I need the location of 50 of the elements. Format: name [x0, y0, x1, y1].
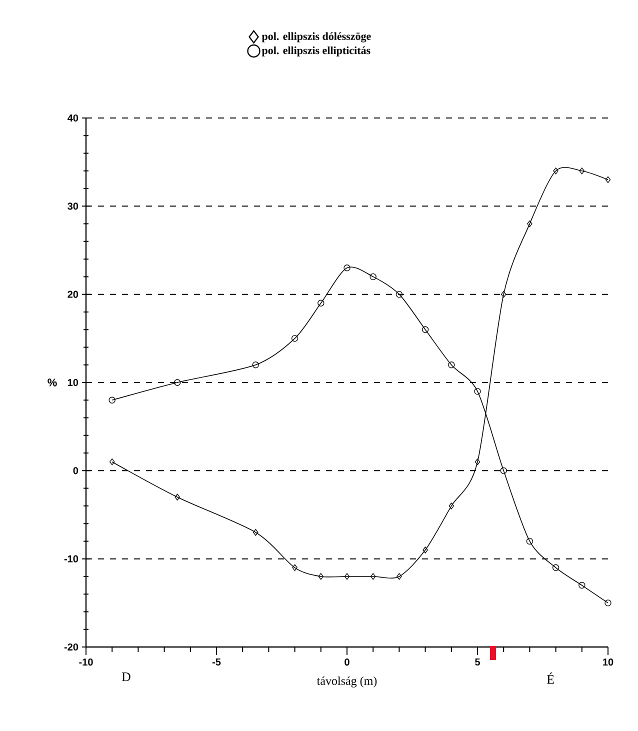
- y-tick-label: 30: [68, 202, 78, 210]
- point: [370, 273, 376, 280]
- y-tick-label: 40: [68, 114, 78, 122]
- point: [553, 168, 558, 174]
- y-axis-title: %: [48, 378, 57, 386]
- text: É: [546, 672, 554, 684]
- y-tick-label: -20: [64, 643, 78, 651]
- point: [291, 335, 298, 342]
- x-tick-label: -5: [212, 658, 221, 666]
- point: [396, 290, 403, 298]
- y-tick-label: 20: [68, 290, 78, 298]
- y-tick-label: -10: [64, 555, 78, 562]
- point: [110, 458, 115, 466]
- point: [252, 362, 259, 368]
- point: [370, 573, 376, 580]
- point: [292, 564, 298, 571]
- x-tick-label: -10: [79, 658, 93, 666]
- point: [501, 290, 506, 298]
- point: [253, 529, 258, 536]
- point: [579, 168, 584, 174]
- point: [578, 582, 586, 589]
- x-axis-title: távolság (m): [316, 676, 377, 688]
- point: [318, 573, 324, 580]
- point: [344, 264, 350, 272]
- point: [604, 600, 612, 606]
- x-tick-label: 10: [603, 658, 614, 666]
- y-tick-label: 0: [73, 467, 78, 474]
- point: [474, 458, 480, 466]
- x-tick-label: 5: [475, 658, 480, 666]
- text: D: [122, 672, 130, 682]
- point: [174, 494, 180, 500]
- y-tick-label: 10: [68, 378, 78, 386]
- point: [108, 396, 116, 404]
- point: [500, 467, 507, 474]
- point: [448, 362, 455, 368]
- legend-label: pol. ellipszis ellipticitás: [262, 46, 370, 56]
- point: [527, 220, 532, 228]
- point: [318, 300, 324, 306]
- point: [396, 573, 402, 580]
- x-tick-label: 0: [344, 658, 350, 666]
- point: [474, 388, 481, 395]
- point: [552, 564, 560, 571]
- legend-label: pol. ellipszis dólésszöge: [262, 32, 371, 42]
- point: [422, 546, 428, 554]
- point: [526, 538, 534, 545]
- point: [605, 176, 611, 184]
- point: [448, 502, 454, 510]
- point: [422, 326, 429, 333]
- point: [174, 379, 181, 386]
- point: [344, 573, 350, 580]
